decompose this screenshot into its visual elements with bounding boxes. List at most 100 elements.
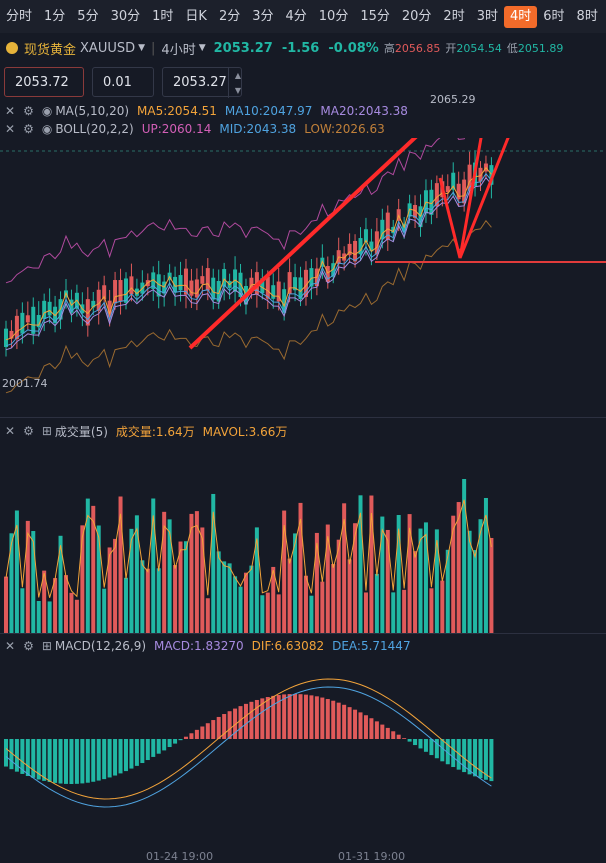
- pane-divider[interactable]: [0, 633, 606, 634]
- volume-bar: [233, 576, 238, 633]
- period-dropdown-icon[interactable]: ▼: [198, 43, 206, 53]
- volume-bar: [489, 537, 494, 633]
- volume-bar: [483, 497, 488, 633]
- boll-indicator-row: ✕ ⚙ ◉ BOLL(20,2,2) UP:2060.14 MID:2043.3…: [0, 120, 385, 138]
- macd-bar: [107, 739, 112, 778]
- volume-bar: [63, 575, 68, 633]
- quantity-stepper[interactable]: ▲ ▼: [228, 68, 247, 98]
- macd-bar: [396, 734, 401, 739]
- timeframe-tab[interactable]: 1分: [44, 8, 66, 24]
- timeframe-tab[interactable]: 3时: [476, 8, 498, 24]
- candle-body: [113, 280, 118, 304]
- settings-icon[interactable]: ⚙: [23, 104, 34, 118]
- timeframe-tab[interactable]: 5分: [77, 8, 99, 24]
- macd-bar: [325, 699, 330, 739]
- macd-bar: [47, 739, 52, 783]
- candle-body: [173, 276, 178, 293]
- timeframe-tab[interactable]: 6时: [543, 8, 565, 24]
- volume-bar: [325, 524, 330, 633]
- sell-price-button[interactable]: 2053.72: [4, 67, 84, 97]
- timeframe-tab[interactable]: 分时: [6, 8, 33, 24]
- macd-bar: [4, 739, 8, 767]
- timeframe-tab[interactable]: 日K: [185, 8, 207, 24]
- macd-chart[interactable]: [0, 654, 606, 858]
- macd-bar: [102, 739, 107, 780]
- dea-value: DEA:5.71447: [332, 639, 411, 653]
- timeframe-tab[interactable]: 8时: [576, 8, 598, 24]
- candle-body: [151, 272, 156, 289]
- macd-bar: [260, 698, 265, 739]
- macd-bar: [25, 739, 30, 777]
- settings-icon[interactable]: ⚙: [23, 639, 34, 653]
- macd-bar: [451, 739, 456, 768]
- buy-price-button[interactable]: 2053.27: [162, 67, 242, 97]
- macd-bar: [342, 704, 347, 739]
- macd-bar: [467, 739, 472, 775]
- timeframe-tab[interactable]: 10分: [318, 8, 349, 24]
- timeframe-tab[interactable]: 4分: [285, 8, 307, 24]
- timeframe-tab[interactable]: 15分: [360, 8, 390, 24]
- eye-icon[interactable]: ◉: [41, 104, 53, 118]
- candle-body: [102, 285, 107, 300]
- macd-bar: [216, 716, 221, 739]
- volume-bar: [85, 498, 90, 633]
- candle-body: [369, 241, 374, 252]
- time-label: 01-31 19:00: [338, 850, 406, 863]
- pane-divider[interactable]: [0, 417, 606, 418]
- volume-bar: [467, 530, 472, 633]
- volume-bar: [20, 588, 25, 633]
- eye-icon[interactable]: ◉: [41, 122, 53, 136]
- timeframe-tab[interactable]: 20分: [401, 8, 432, 24]
- timeframe-tab[interactable]: 30分: [110, 8, 141, 24]
- macd-bar: [483, 739, 488, 780]
- high-value: 2056.85: [394, 41, 441, 55]
- volume-bar: [134, 515, 139, 633]
- macd-bar: [254, 699, 259, 739]
- candle-body: [91, 300, 96, 308]
- period-select[interactable]: 4小时: [161, 42, 196, 58]
- candle-body: [331, 263, 336, 277]
- candlestick-chart[interactable]: [0, 138, 606, 418]
- candle-body: [200, 276, 205, 284]
- settings-icon[interactable]: ⚙: [23, 122, 34, 136]
- symbol-dropdown-icon[interactable]: ▼: [138, 43, 146, 53]
- volume-bar: [162, 511, 167, 633]
- symbol-name[interactable]: 现货黄金: [24, 42, 77, 58]
- macd-bar: [445, 739, 450, 765]
- close-icon[interactable]: ✕: [5, 122, 16, 136]
- candle-body: [451, 172, 456, 190]
- close-icon[interactable]: ✕: [5, 424, 16, 438]
- volume-bar: [227, 563, 232, 633]
- low-label: 低: [506, 42, 518, 55]
- candle-body: [325, 266, 330, 282]
- timeframe-tab[interactable]: 4时: [503, 5, 538, 28]
- macd-bar: [282, 694, 287, 739]
- timeframe-tab[interactable]: 1时: [152, 8, 174, 24]
- timeframe-tab[interactable]: 3分: [252, 8, 274, 24]
- timeframe-tab[interactable]: 2时: [443, 8, 465, 24]
- candle-body: [385, 212, 390, 240]
- add-icon[interactable]: ⊞: [41, 424, 52, 438]
- settings-icon[interactable]: ⚙: [23, 424, 34, 438]
- symbol-code[interactable]: XAUUSD: [80, 40, 136, 56]
- macd-bar: [69, 739, 74, 784]
- macd-bar: [303, 694, 308, 739]
- volume-bar: [31, 531, 36, 633]
- volume-chart[interactable]: [0, 438, 606, 633]
- candle-body: [123, 278, 128, 303]
- add-icon[interactable]: ⊞: [41, 639, 52, 653]
- volume-bar: [96, 525, 101, 633]
- candle-body: [298, 277, 303, 300]
- open-label: 开: [445, 42, 457, 55]
- candle-body: [380, 219, 385, 240]
- candle-body: [69, 299, 74, 313]
- candle-body: [265, 276, 270, 299]
- volume-bar: [53, 578, 58, 633]
- macd-bar: [391, 731, 396, 739]
- close-icon[interactable]: ✕: [5, 639, 16, 653]
- close-icon[interactable]: ✕: [5, 104, 16, 118]
- candle-body: [456, 183, 461, 200]
- timeframe-tab[interactable]: 2分: [218, 8, 241, 24]
- volume-bar: [123, 577, 128, 633]
- quantity-input[interactable]: 0.01 ▲ ▼: [92, 67, 241, 98]
